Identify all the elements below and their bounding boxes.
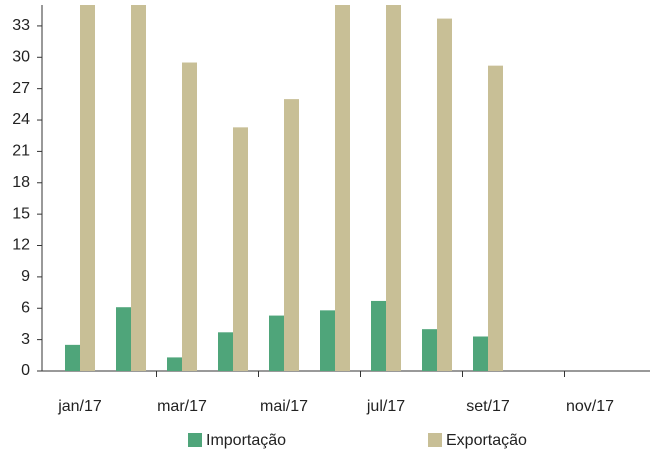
bar (371, 300, 386, 371)
y-tick-label: 9 (21, 268, 30, 285)
y-tick-label: 27 (12, 80, 30, 97)
bar (437, 18, 452, 371)
x-tick-label: jan/17 (57, 398, 102, 415)
y-tick-label: 21 (12, 143, 30, 160)
y-tick-label: 3 (21, 331, 30, 348)
bar (233, 127, 248, 371)
y-tick-label: 6 (21, 299, 30, 316)
x-tick-label: jul/17 (366, 398, 405, 415)
bar (488, 65, 503, 371)
bar (335, 5, 350, 371)
x-tick-label: nov/17 (566, 398, 614, 415)
x-tick-label: mar/17 (157, 398, 207, 415)
y-tick-label: 18 (12, 174, 30, 191)
y-tick-label: 33 (12, 17, 30, 34)
bar (167, 357, 182, 371)
legend-label: Exportação (446, 432, 527, 449)
legend-swatch (428, 433, 442, 447)
y-tick-label: 0 (21, 362, 30, 379)
y-tick-label: 12 (12, 237, 30, 254)
bar (320, 310, 335, 371)
bar (386, 5, 401, 371)
bar (80, 5, 95, 371)
x-tick-label: mai/17 (260, 398, 308, 415)
y-tick-label: 24 (12, 111, 30, 128)
bar (269, 315, 284, 371)
legend-swatch (188, 433, 202, 447)
bar (473, 336, 488, 371)
x-tick-label: set/17 (466, 398, 510, 415)
bar (116, 307, 131, 371)
bar (422, 329, 437, 371)
bar (182, 62, 197, 372)
bar (65, 344, 80, 371)
legend-label: Importação (206, 432, 286, 449)
y-tick-label: 30 (12, 49, 30, 66)
y-tick-label: 15 (12, 205, 30, 222)
bar (284, 99, 299, 371)
bar (218, 332, 233, 371)
bar (131, 5, 146, 371)
